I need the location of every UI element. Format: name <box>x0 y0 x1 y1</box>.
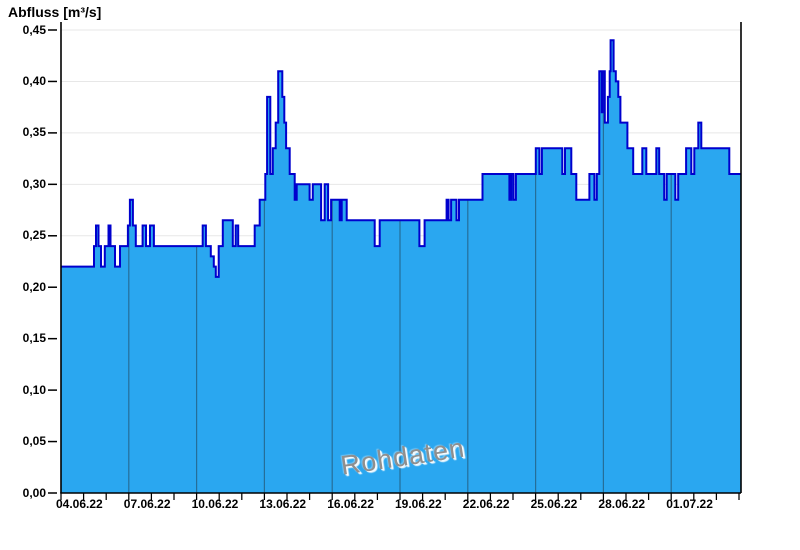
x-axis-label: 19.06.22 <box>395 497 442 511</box>
y-axis-label: 0,05 <box>22 434 46 449</box>
y-axis-label: 0,35 <box>22 125 46 140</box>
x-axis-label: 01.07.22 <box>666 497 713 511</box>
x-axis-label: 16.06.22 <box>327 497 374 511</box>
plot-area <box>48 22 742 500</box>
y-axis-label: 0,30 <box>22 176 46 191</box>
area-outline <box>61 39 741 278</box>
y-axis-label: 0,40 <box>22 73 46 88</box>
y-axis-label: 0,10 <box>22 382 46 397</box>
x-axis-label: 04.06.22 <box>56 497 103 511</box>
y-axis-label: 0,00 <box>22 485 46 500</box>
chart-title: Abfluss [m³/s] <box>8 4 102 20</box>
y-axis-label: 0,45 <box>22 22 46 37</box>
x-axis-label: 07.06.22 <box>123 497 171 511</box>
x-axis-label: 25.06.22 <box>530 497 578 511</box>
y-axis-label: 0,20 <box>22 279 46 294</box>
x-axis-label: 28.06.22 <box>598 497 646 511</box>
area-fill <box>61 40 741 494</box>
x-axis-label: 13.06.22 <box>259 497 307 511</box>
x-axis-label: 22.06.22 <box>462 497 510 511</box>
tick-marks <box>48 29 740 500</box>
y-axis-label: 0,25 <box>22 228 46 243</box>
x-axis-label: 10.06.22 <box>191 497 239 511</box>
y-axis-label: 0,15 <box>22 331 46 346</box>
